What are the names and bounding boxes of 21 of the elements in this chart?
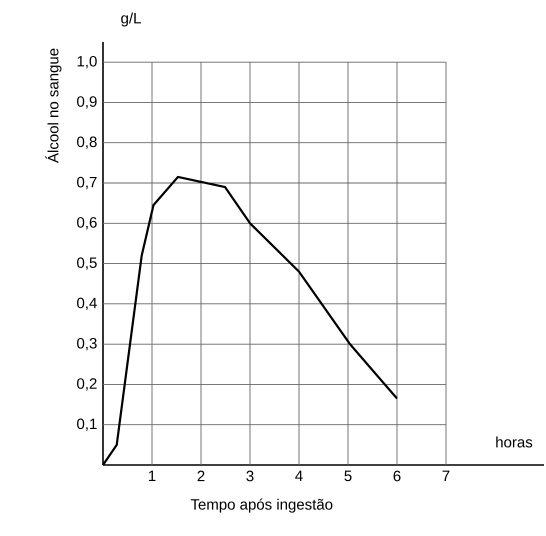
y-tick-label: 0,1 <box>77 418 97 431</box>
x-tick-label: 5 <box>344 470 352 482</box>
x-tick-label: 4 <box>295 470 303 481</box>
x-tick-label: 3 <box>246 470 254 482</box>
y-tick-label: 0,8 <box>77 136 97 149</box>
y-tick-label: 0,5 <box>77 257 97 270</box>
x-tick-label: 1 <box>148 470 156 481</box>
annotation: horas <box>496 436 532 448</box>
y-tick-label: 0,4 <box>77 298 97 310</box>
y-tick-label: 0,6 <box>77 217 97 230</box>
y-tick-label: 0,9 <box>77 96 97 109</box>
y-tick-label: 0,3 <box>77 338 97 350</box>
x-tick-label: 7 <box>442 470 450 481</box>
y-axis-title: Álcool no sangue <box>45 48 62 163</box>
y-tick-label: 0,2 <box>77 378 97 391</box>
x-tick-label: 2 <box>198 470 204 482</box>
y-tick-label: 1,0 <box>78 56 97 68</box>
text: g/L <box>121 12 141 26</box>
x-tick-label: 6 <box>394 470 401 482</box>
x-axis-title: Tempo após ingestão <box>190 498 332 513</box>
y-tick-label: 0,7 <box>77 176 97 190</box>
